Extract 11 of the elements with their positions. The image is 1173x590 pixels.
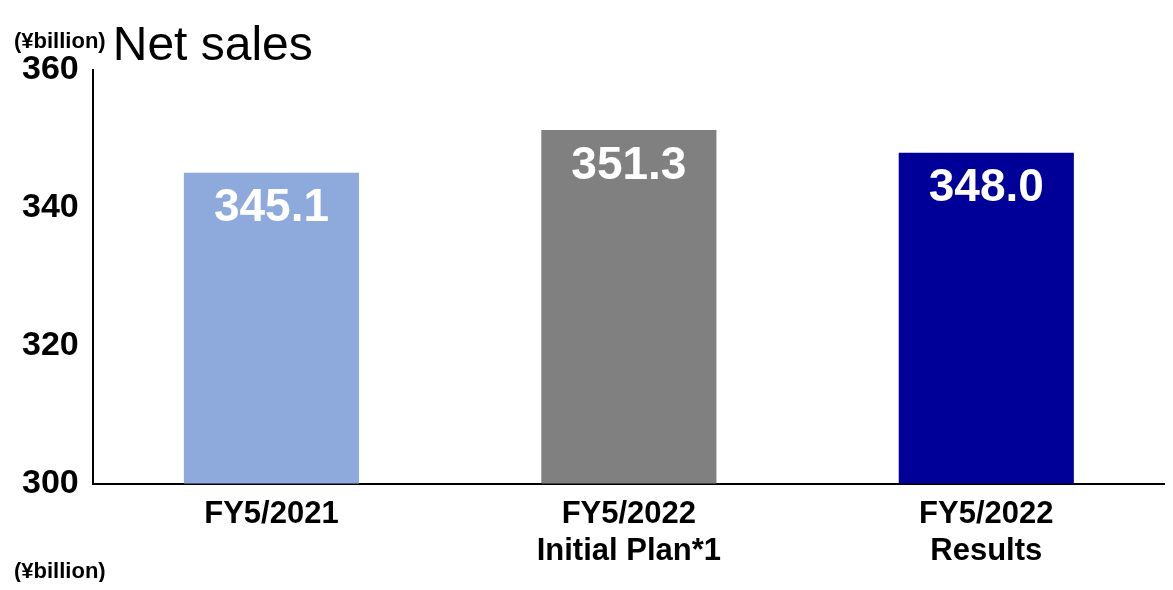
x-tick-label: FY5/2022 Results: [919, 494, 1054, 567]
x-tick-label: FY5/2021: [204, 494, 339, 530]
y-tick-label: 300: [21, 461, 79, 500]
y-tick-label: 320: [21, 324, 79, 363]
data-label: 351.3: [571, 136, 687, 189]
text: (¥billion): [14, 558, 106, 583]
x-tick-label: FY5/2022 Initial Plan*1: [536, 494, 722, 567]
data-label: 348.0: [928, 159, 1044, 212]
chart-title: Net sales: [112, 17, 313, 70]
y-tick-label: 340: [21, 186, 79, 225]
data-label: 345.1: [213, 179, 329, 232]
